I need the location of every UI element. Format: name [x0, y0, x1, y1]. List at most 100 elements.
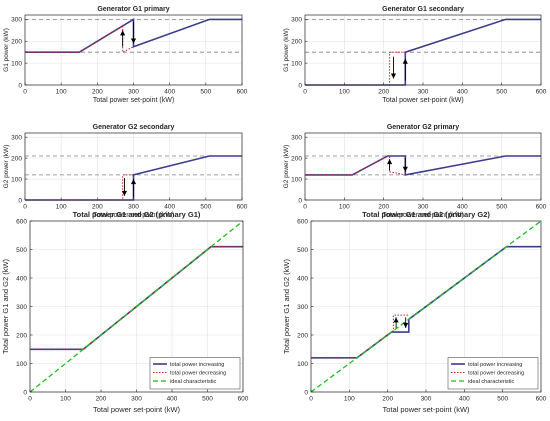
y-tick-label: 0 [18, 82, 22, 89]
x-axis-label: Total power set-point (kW) [382, 405, 470, 414]
y-tick-label: 300 [11, 17, 22, 24]
y-tick-label: 100 [11, 176, 22, 183]
chart-2: 0 100 200 300 400 500 600 0 100 200 300 Generator G… [283, 6, 547, 104]
legend-label-ideal: ideal characteristic [468, 379, 515, 385]
y-tick-label: 400 [297, 275, 308, 282]
x-tick-label: 500 [202, 396, 213, 403]
chart-1: 0 100 200 300 400 500 600 0 100 200 300 Generator G… [3, 6, 248, 104]
y-tick-label: 300 [297, 304, 308, 311]
direction-arrow-head [402, 58, 408, 64]
chart-title: Generator G2 secondary [93, 124, 175, 131]
x-tick-label: 400 [457, 204, 468, 211]
x-tick-label: 600 [536, 89, 547, 96]
chart-title: Generator G1 secondary [382, 6, 464, 13]
x-tick-label: 600 [238, 396, 249, 403]
x-tick-label: 400 [459, 396, 470, 403]
y-tick-label: 300 [291, 17, 302, 24]
x-tick-label: 0 [28, 396, 32, 403]
x-tick-label: 300 [418, 89, 429, 96]
chart-title: Generator G1 primary [97, 6, 169, 13]
x-tick-label: 100 [56, 204, 67, 211]
y-tick-label: 600 [16, 218, 27, 225]
y-tick-label: 200 [297, 332, 308, 339]
direction-arrow-head [120, 30, 126, 36]
direction-arrow-head [402, 166, 408, 172]
x-tick-label: 400 [164, 89, 175, 96]
y-axis-label: G1 power (kW) [283, 28, 290, 72]
x-tick-label: 100 [339, 204, 350, 211]
x-tick-label: 200 [382, 396, 393, 403]
x-axis-label: Total power set-point (kW) [93, 405, 181, 414]
x-tick-label: 600 [536, 396, 547, 403]
y-tick-label: 0 [298, 82, 302, 89]
x-axis-label: Total power set-point (kW) [382, 97, 463, 104]
y-tick-label: 100 [291, 60, 302, 67]
series-decreasing-line [311, 314, 409, 359]
y-axis-label: G1 power (kW) [3, 28, 10, 72]
x-tick-label: 200 [92, 89, 103, 96]
y-tick-label: 200 [291, 39, 302, 46]
x-tick-label: 100 [344, 396, 355, 403]
x-tick-label: 500 [496, 89, 507, 96]
y-tick-label: 0 [298, 197, 302, 204]
x-tick-label: 0 [309, 396, 313, 403]
x-axis-label: Total power set-point (kW) [93, 97, 174, 104]
y-tick-label: 200 [16, 332, 27, 339]
y-tick-label: 200 [11, 39, 22, 46]
y-tick-label: 300 [16, 304, 27, 311]
y-axis-label: G2 power (kW) [3, 145, 10, 189]
series-decreasing-line [305, 155, 406, 176]
chart-title: Total power G1 and G2 (primary G1) [73, 210, 201, 219]
y-tick-label: 300 [11, 134, 22, 141]
direction-arrow-head [393, 317, 399, 323]
y-tick-label: 100 [16, 361, 27, 368]
chart-5: 0 100 200 300 400 500 600 0 100 200 300 400 500 600 To… [1, 210, 249, 414]
y-axis-label: Total power G1 and G2 (kW) [282, 258, 291, 354]
legend: total power increasing total power decrea… [149, 357, 241, 390]
y-tick-label: 200 [291, 155, 302, 162]
x-tick-label: 600 [237, 204, 248, 211]
direction-arrow-head [121, 190, 128, 196]
y-tick-label: 600 [297, 218, 308, 225]
x-tick-label: 500 [496, 204, 507, 211]
x-tick-label: 400 [167, 396, 178, 403]
x-tick-label: 400 [164, 204, 175, 211]
y-tick-label: 500 [16, 247, 27, 254]
x-tick-label: 200 [378, 204, 389, 211]
legend-box [149, 357, 241, 390]
y-tick-label: 0 [304, 389, 308, 396]
x-tick-label: 500 [200, 204, 211, 211]
x-tick-label: 500 [200, 89, 211, 96]
legend-label-increasing: total power increasing [170, 362, 224, 368]
direction-arrow-head [403, 322, 409, 328]
y-tick-label: 400 [16, 275, 27, 282]
y-tick-label: 100 [11, 60, 22, 67]
legend-label-increasing: total power increasing [468, 362, 522, 368]
x-tick-label: 100 [60, 396, 71, 403]
x-tick-label: 600 [237, 89, 248, 96]
x-axis-label: Total power set-point (kW) [382, 212, 463, 219]
x-tick-label: 0 [23, 204, 27, 211]
direction-arrow-head [130, 179, 137, 185]
y-tick-label: 100 [291, 176, 302, 183]
x-tick-label: 300 [131, 396, 142, 403]
x-tick-label: 300 [418, 204, 429, 211]
series-increasing-line [305, 155, 541, 176]
x-tick-label: 0 [303, 204, 307, 211]
x-tick-label: 500 [497, 396, 508, 403]
chart-6: 0 100 200 300 400 500 600 0 100 200 300 400 500 600 To… [282, 210, 547, 414]
legend-box [447, 357, 539, 390]
legend: total power increasing total power decrea… [447, 357, 539, 390]
series-ideal-line [29, 220, 244, 393]
y-tick-label: 100 [297, 361, 308, 368]
series-decreasing-line [30, 246, 243, 350]
y-tick-label: 0 [23, 389, 27, 396]
chart-4: 0 100 200 300 400 500 600 0 100 200 300 Generator G… [283, 124, 547, 219]
direction-arrow-head [386, 159, 393, 165]
x-tick-label: 300 [128, 89, 139, 96]
direction-arrow-head [390, 73, 397, 79]
direction-arrow-head [130, 38, 137, 44]
y-axis-label: G2 power (kW) [283, 145, 290, 189]
